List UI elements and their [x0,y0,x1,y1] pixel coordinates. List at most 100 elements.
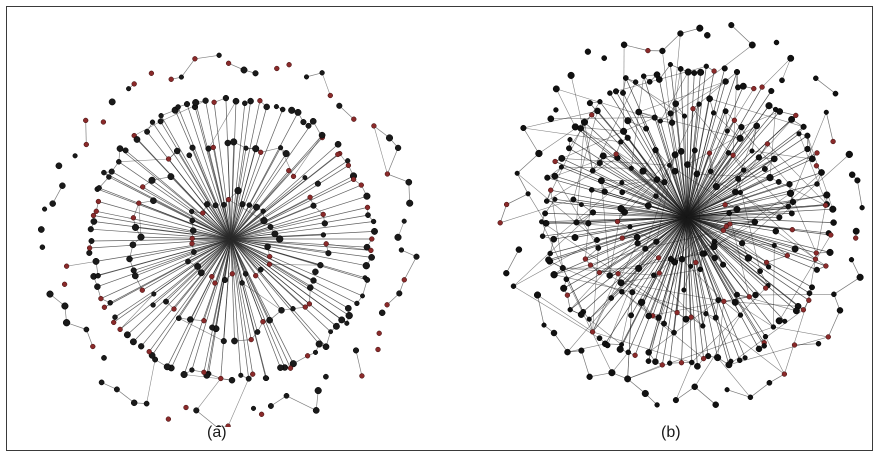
graph-node [738,123,745,131]
graph-node [290,306,296,312]
graph-edge [634,216,688,356]
graph-node [201,318,207,324]
graph-node [194,262,202,270]
graph-node [175,315,182,322]
graph-node [596,160,603,166]
graph-node [375,346,381,353]
graph-edge [732,105,770,156]
graph-node [724,128,730,134]
graph-node [800,123,807,130]
graph-edge [230,238,342,321]
graph-edge [833,277,861,295]
graph-node [818,169,825,176]
graph-node [659,47,666,55]
graph-node [671,167,679,175]
graph-node [211,99,217,105]
graph-edge [562,267,654,276]
graph-node [804,132,811,139]
graph-node [779,77,785,84]
graph-node [345,162,352,169]
graph-node [853,235,859,241]
graph-node [108,98,116,106]
graph-node [320,211,326,218]
graph-edge [732,155,793,214]
graph-node [776,108,784,115]
graph-node [737,312,744,318]
graph-edge [686,181,779,218]
graph-edge [561,166,632,169]
graph-node [773,39,780,46]
graph-node [92,257,100,265]
graph-node [303,74,310,80]
graph-edge [230,238,372,258]
graph-edge [729,212,755,223]
graph-node [150,197,157,205]
graph-edge [750,382,770,398]
graph-node [289,360,297,368]
graph-edge [230,195,368,240]
graph-node [222,94,230,102]
graph-node [619,342,625,348]
graph-node [189,235,195,242]
graph-edge [694,150,703,254]
graph-node [257,98,263,104]
graph-node [814,181,820,187]
graph-edge [142,238,232,291]
graph-edge [177,106,232,240]
graph-edge [662,50,676,155]
graph-edge [670,113,688,218]
graph-edge [788,112,827,207]
graph-node [684,68,692,76]
graph-node [586,316,592,322]
graph-edge [740,192,816,260]
graph-node [822,202,829,208]
graph-node [751,218,759,226]
graph-node [741,167,747,173]
graph-edge [645,154,676,249]
graph-node [677,148,685,155]
graph-node [229,271,235,277]
graph-edge [670,64,688,218]
graph-node [614,218,621,225]
graph-edge [687,125,757,165]
graph-edge [125,150,232,240]
graph-node [654,402,660,408]
graph-node [539,233,546,239]
graph-edge [603,155,688,218]
graph-node [711,68,717,74]
graph-edge [716,155,734,187]
graph-node [763,259,770,266]
graph-edge [178,317,224,342]
graph-edge [669,326,774,364]
graph-edge [694,314,741,387]
graph-edge [553,216,688,276]
graph-edge [170,238,232,369]
graph-node [589,209,597,216]
graph-edge [516,173,529,194]
graph-node [282,150,290,158]
graph-node [254,329,261,335]
graph-edge [627,378,646,394]
graph-node [63,263,70,269]
graph-node [186,152,193,159]
graph-node [321,220,328,227]
graph-edge [52,185,63,204]
graph-node [286,167,292,174]
graph-edge [589,257,659,320]
graph-node [413,253,420,260]
graph-edge [306,72,323,78]
graph-node [173,147,181,155]
graph-node [786,181,793,188]
graph-node [307,194,313,200]
graph-edge [686,216,766,289]
graph-node [46,290,54,298]
graph-node [312,349,319,355]
graph-node [358,182,364,188]
graph-edge [604,216,688,344]
graph-edge [741,242,767,263]
graph-node [309,117,317,125]
graph-node [753,122,761,130]
graph-node [725,361,733,369]
graph-node [242,271,249,277]
graph-edge [686,216,755,223]
